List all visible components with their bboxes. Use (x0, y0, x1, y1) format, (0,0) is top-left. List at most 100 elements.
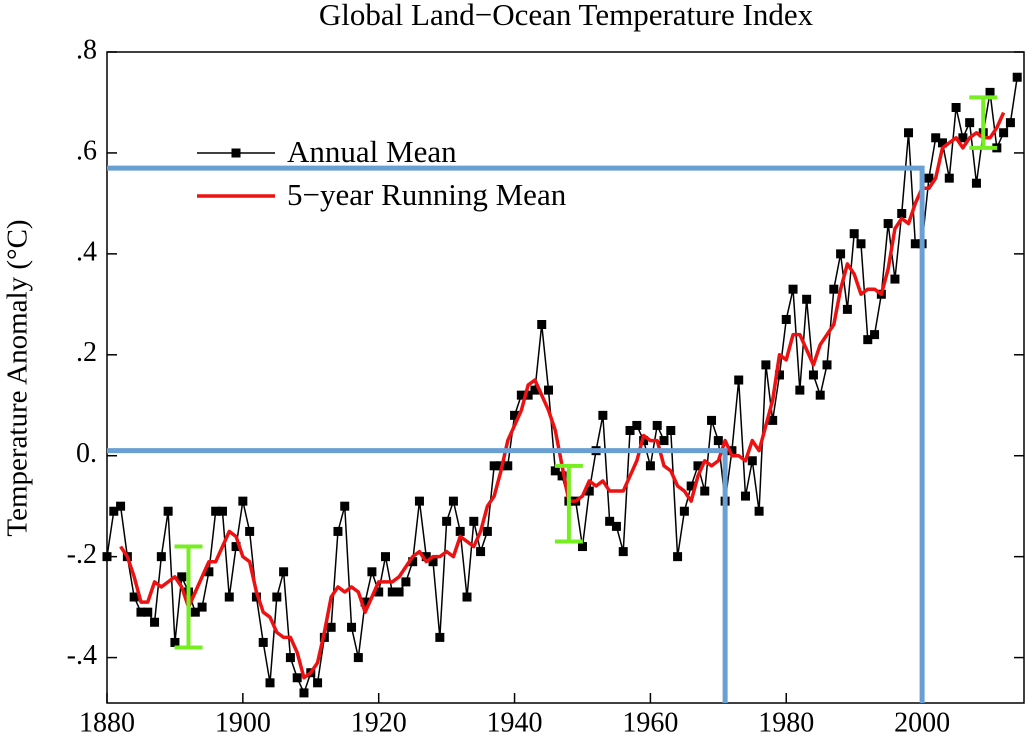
y-tick-label: -.2 (67, 539, 97, 570)
data-point (380, 552, 390, 562)
legend-label: Annual Mean (287, 134, 457, 169)
data-point (313, 678, 323, 688)
data-point (163, 506, 173, 516)
data-point (1012, 72, 1022, 82)
data-point (829, 284, 839, 294)
data-point (217, 506, 227, 516)
data-point (944, 173, 954, 183)
data-point (326, 622, 336, 632)
data-point (224, 592, 234, 602)
data-point (353, 653, 363, 663)
data-point (557, 471, 567, 481)
data-point (340, 501, 350, 511)
data-point (401, 577, 411, 587)
data-point (469, 516, 479, 526)
data-point (659, 436, 669, 446)
data-point (258, 637, 268, 647)
data-point (455, 526, 465, 536)
data-point (842, 304, 852, 314)
data-point (109, 506, 119, 516)
data-point (1005, 118, 1015, 128)
data-point (734, 375, 744, 385)
x-tick-label: 1920 (351, 707, 407, 738)
data-point (394, 587, 404, 597)
data-point (673, 552, 683, 562)
data-point (476, 547, 486, 557)
data-point (971, 178, 981, 188)
data-point (679, 506, 689, 516)
data-point (503, 461, 513, 471)
x-tick-label: 1960 (622, 707, 678, 738)
data-point (897, 208, 907, 218)
data-point (421, 552, 431, 562)
data-point (442, 516, 452, 526)
data-point (428, 557, 438, 567)
data-point (632, 420, 642, 430)
data-point (693, 461, 703, 471)
data-point (136, 607, 146, 617)
x-tick-label: 1880 (79, 707, 135, 738)
data-point (611, 521, 621, 531)
data-point (890, 274, 900, 284)
data-point (686, 481, 696, 491)
data-point (904, 128, 914, 138)
y-tick-label: 0. (76, 438, 97, 469)
data-point (707, 415, 717, 425)
data-point (245, 526, 255, 536)
data-point (435, 632, 445, 642)
data-point (713, 436, 723, 446)
data-point (577, 542, 587, 552)
data-point (999, 128, 1009, 138)
data-point (666, 425, 676, 435)
data-point (910, 239, 920, 249)
data-point (116, 501, 126, 511)
data-point (129, 592, 139, 602)
data-point (523, 390, 533, 400)
data-point (299, 688, 309, 698)
data-point (238, 496, 248, 506)
data-point (652, 420, 662, 430)
data-point (170, 637, 180, 647)
data-point (537, 320, 547, 330)
data-point (822, 360, 832, 370)
data-point (231, 542, 241, 552)
data-point (883, 219, 893, 229)
data-point (802, 294, 812, 304)
x-tick-label: 2000 (894, 707, 950, 738)
data-point (550, 466, 560, 476)
data-point (808, 370, 818, 380)
data-point (190, 607, 200, 617)
data-point (360, 597, 370, 607)
data-point (795, 385, 805, 395)
data-point (937, 138, 947, 148)
data-point (781, 314, 791, 324)
error-bar (174, 544, 203, 650)
x-tick-label: 1940 (487, 707, 543, 738)
data-point (741, 491, 751, 501)
data-point (951, 103, 961, 113)
data-point (931, 133, 941, 143)
error-bar (554, 463, 583, 544)
data-point (645, 461, 655, 471)
data-point (747, 456, 757, 466)
data-point (856, 239, 866, 249)
data-point (849, 229, 859, 239)
data-point (211, 506, 221, 516)
data-point (516, 390, 526, 400)
data-point (387, 587, 397, 597)
data-point (965, 118, 975, 128)
data-point (788, 284, 798, 294)
data-point (204, 567, 214, 577)
data-point (102, 552, 112, 562)
plot-frame (106, 51, 1025, 704)
error-bar (969, 95, 998, 150)
data-point (367, 567, 377, 577)
data-point (774, 370, 784, 380)
reference-line (107, 448, 728, 703)
data-point (700, 486, 710, 496)
data-point (870, 330, 880, 340)
data-point (374, 587, 384, 597)
data-point (265, 678, 275, 688)
